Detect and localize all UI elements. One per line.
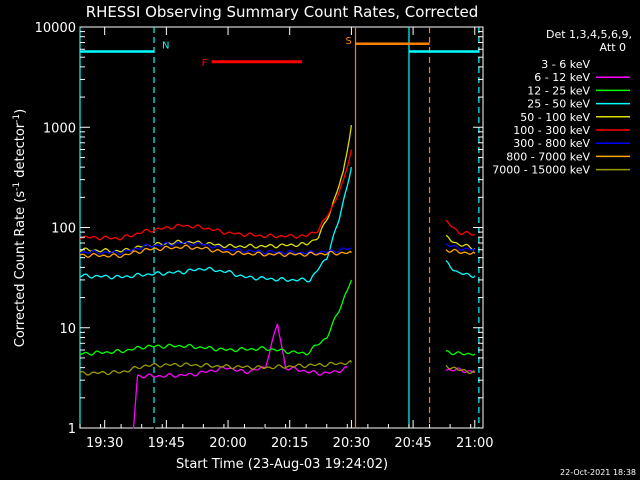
legend-label-12-25-kev: 12 - 25 keV [527, 84, 590, 97]
plot-area: NFS 19:30 19:45 20:00 20:15 20:30 20:45 21:00 … [35, 21, 494, 451]
night-label-0: N [162, 40, 169, 51]
y-tick-label-10: 10 [59, 322, 76, 337]
legend-label-3-6-kev: 3 - 6 keV [541, 58, 590, 71]
series-6-12-kev-segment-0 [132, 323, 348, 429]
chart-title: RHESSI Observing Summary Count Rates, Co… [86, 3, 479, 21]
legend-label-6-12-kev: 6 - 12 keV [534, 71, 590, 84]
series-25-50-kev-segment-1 [445, 260, 476, 279]
y-tick-label-10000: 10000 [35, 21, 76, 36]
legend-label-7000-15000-kev: 7000 - 15000 keV [492, 164, 590, 177]
legend-label-100-300-kev: 100 - 300 keV [513, 124, 590, 137]
series-50-100-kev-segment-1 [445, 234, 476, 251]
series-800-7000-kev-segment-0 [79, 244, 352, 259]
x-tick-label-20-30: 20:30 [333, 436, 370, 451]
series-50-100-kev-segment-0 [79, 125, 353, 254]
legend-title: Det 1,3,4,5,6,9, [546, 28, 632, 41]
series-25-50-kev-segment-0 [79, 166, 353, 283]
series-300-800-kev-segment-1 [445, 243, 476, 252]
legend-label-800-7000-kev: 800 - 7000 keV [506, 150, 590, 163]
series-7000-15000-kev-segment-0 [79, 359, 352, 376]
footer-date: 22-Oct-2021 18:38 [560, 468, 636, 477]
y-tick-label-1000: 1000 [43, 121, 76, 136]
y-axis-label: Corrected Count Rate (s-1 detector-1) [12, 109, 28, 347]
x-tick-label-20-15: 20:15 [271, 436, 308, 451]
saa-label-3: S [346, 36, 352, 47]
y-tick-label-100: 100 [51, 222, 76, 237]
x-tick-label-19-45: 19:45 [148, 436, 185, 451]
series-100-300-kev-segment-0 [79, 149, 353, 241]
x-tick-label-21-00: 21:00 [456, 436, 493, 451]
legend-label-300-800-kev: 300 - 800 keV [513, 137, 590, 150]
series-300-800-kev-segment-0 [79, 241, 352, 256]
x-tick-label-20-00: 20:00 [209, 436, 246, 451]
series-3-6-kev-segment-0 [153, 387, 266, 430]
series-12-25-kev-segment-1 [446, 350, 476, 356]
x-axis-label: Start Time (23-Aug-03 19:24:02) [176, 457, 388, 472]
flare-label-2: F [202, 58, 208, 69]
series-7000-15000-kev-segment-1 [445, 364, 476, 375]
series-800-7000-kev-segment-1 [445, 248, 476, 255]
series-6-12-kev-segment-1 [445, 367, 475, 374]
series-12-25-kev-segment-0 [79, 279, 353, 356]
legend-subtitle: Att 0 [600, 41, 626, 54]
series-3-6-kev-segment-1 [326, 380, 353, 419]
legend-label-50-100-kev: 50 - 100 keV [520, 111, 590, 124]
x-tick-label-19-30: 19:30 [86, 436, 123, 451]
legend-label-25-50-kev: 25 - 50 keV [527, 98, 590, 111]
x-tick-label-20-45: 20:45 [394, 436, 431, 451]
y-tick-label-1: 1 [68, 422, 76, 437]
series-100-300-kev-segment-1 [445, 219, 476, 236]
